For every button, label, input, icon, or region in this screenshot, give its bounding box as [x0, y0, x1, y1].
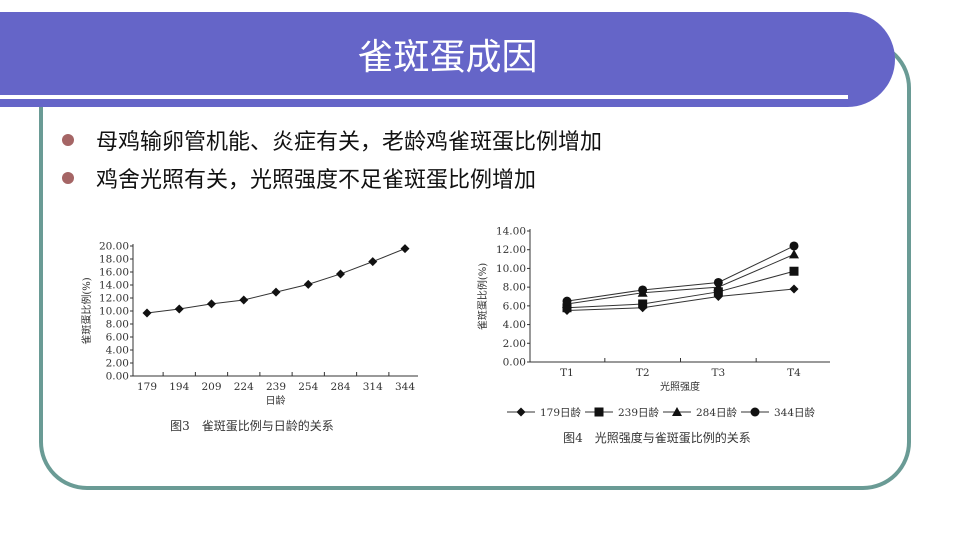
legend-label: 344日龄: [774, 406, 816, 419]
y-axis-label: 雀斑蛋比例(%): [476, 263, 489, 330]
x-tick-label: 194: [169, 381, 189, 393]
y-tick-label: 10.00: [99, 306, 129, 318]
bullet-text: 鸡舍光照有关，光照强度不足雀斑蛋比例增加: [96, 168, 537, 193]
bullet-dot-icon: [62, 134, 74, 146]
y-tick-label: 14.00: [99, 280, 129, 292]
legend-marker: [672, 407, 682, 416]
data-point: [239, 295, 249, 305]
data-point: [789, 241, 799, 251]
x-tick-label: 314: [363, 381, 383, 393]
chart-title: 图3 雀斑蛋比例与日龄的关系: [170, 418, 334, 433]
bullet-item: 母鸡输卵管机能、炎症有关，老龄鸡雀斑蛋比例增加: [62, 124, 602, 156]
x-tick-label: 239: [266, 381, 286, 393]
y-tick-label: 2.00: [503, 338, 526, 350]
data-point: [336, 269, 345, 279]
data-point: [713, 277, 723, 287]
data-point: [207, 299, 216, 309]
data-point: [303, 279, 313, 289]
y-tick-label: 14.00: [496, 226, 526, 238]
y-tick-label: 4.00: [106, 345, 129, 357]
y-tick-label: 2.00: [106, 358, 129, 370]
series-line: [566, 288, 795, 312]
x-tick-label: T3: [711, 367, 725, 379]
slide-title: 雀斑蛋成因: [357, 37, 538, 78]
legend-marker: [516, 407, 526, 417]
bullet-text: 母鸡输卵管机能、炎症有关，老龄鸡雀斑蛋比例增加: [96, 130, 603, 155]
y-tick-label: 10.00: [496, 263, 526, 275]
series-line: [566, 253, 795, 305]
y-tick-label: 18.00: [99, 254, 129, 266]
y-tick-label: 16.00: [99, 267, 129, 279]
data-point: [789, 284, 799, 294]
x-tick-label: 224: [234, 381, 254, 393]
bullet-dot-icon: [62, 172, 74, 184]
series-line: [566, 270, 795, 309]
x-tick-label: T4: [787, 367, 801, 379]
x-tick-label: 344: [395, 381, 415, 393]
y-tick-label: 4.00: [503, 319, 526, 331]
bullet-item: 鸡舍光照有关，光照强度不足雀斑蛋比例增加: [62, 162, 536, 194]
data-point: [142, 308, 152, 318]
y-axis-label: 雀斑蛋比例(%): [80, 277, 93, 344]
y-tick-label: 6.00: [106, 332, 129, 344]
data-point: [789, 266, 799, 276]
x-axis-label: 日龄: [266, 394, 286, 407]
x-tick-label: T2: [636, 367, 650, 379]
x-tick-label: 179: [137, 381, 157, 393]
x-tick-label: 209: [201, 381, 221, 393]
series-line: [146, 248, 406, 314]
data-point: [562, 296, 572, 306]
y-tick-label: 8.00: [106, 319, 129, 331]
data-point: [400, 244, 410, 254]
legend-marker: [750, 407, 760, 417]
series-line: [566, 245, 795, 302]
legend-label: 239日龄: [618, 406, 660, 419]
y-tick-label: 0.00: [503, 357, 526, 369]
legend-label: 284日龄: [696, 406, 738, 419]
data-point: [789, 249, 799, 259]
data-point: [713, 287, 723, 297]
y-tick-label: 12.00: [99, 293, 129, 305]
data-point: [638, 285, 648, 295]
data-point: [174, 304, 184, 314]
chart-title: 图4 光照强度与雀斑蛋比例的关系: [563, 430, 751, 445]
legend-label: 179日龄: [540, 406, 582, 419]
x-tick-label: 284: [330, 381, 350, 393]
y-tick-label: 12.00: [496, 244, 526, 256]
data-point: [638, 299, 648, 309]
x-tick-label: T1: [560, 367, 574, 379]
title-banner: [0, 12, 895, 107]
y-tick-label: 0.00: [106, 371, 129, 383]
data-point: [271, 287, 281, 297]
legend-marker: [594, 407, 604, 417]
y-tick-label: 20.00: [99, 241, 129, 253]
data-point: [368, 257, 378, 267]
x-tick-label: 254: [298, 381, 318, 393]
banner-divider: [0, 95, 848, 99]
y-tick-label: 8.00: [503, 282, 526, 294]
y-tick-label: 6.00: [503, 300, 526, 312]
x-axis-label: 光照强度: [660, 380, 700, 393]
